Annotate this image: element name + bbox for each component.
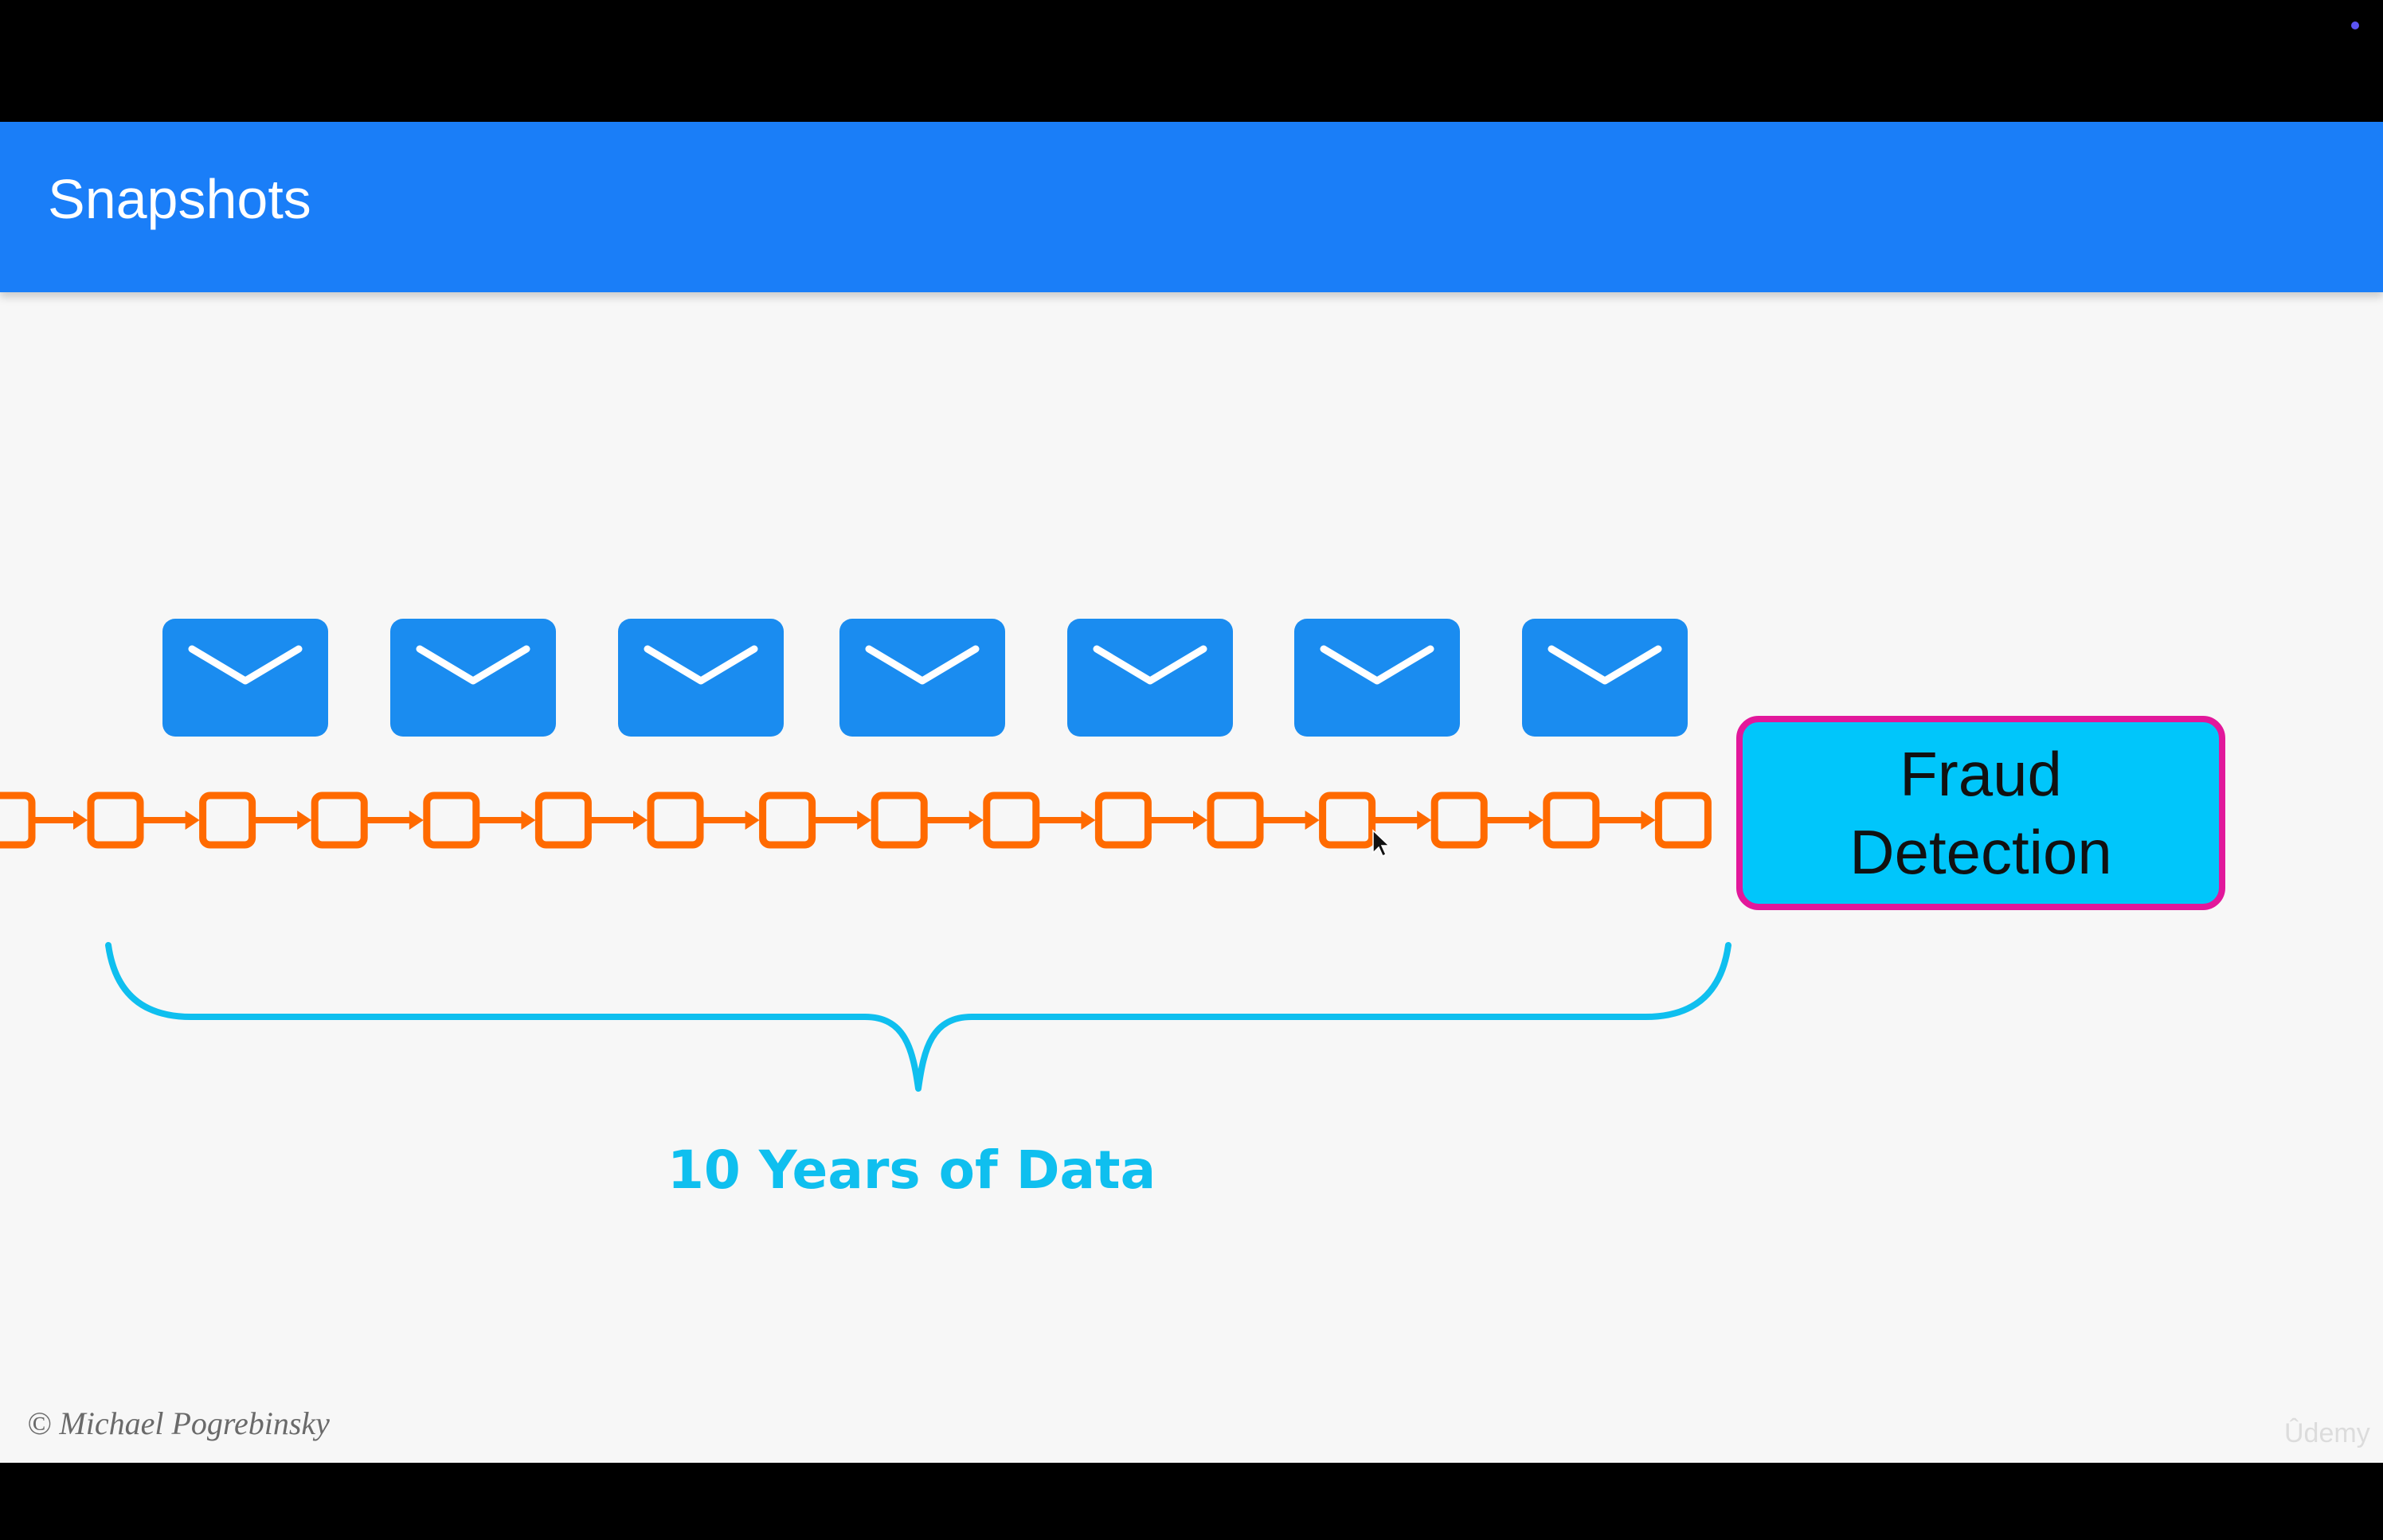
event-box-icon <box>534 791 592 849</box>
chain-arrowhead <box>73 811 88 830</box>
chain-arrowhead <box>745 811 760 830</box>
chain-arrowhead <box>1081 811 1096 830</box>
event-box-icon <box>0 791 36 849</box>
chain-arrowhead <box>1641 811 1656 830</box>
event-box-icon <box>983 791 1040 849</box>
event-box-icon <box>87 791 144 849</box>
event-box-icon <box>1319 791 1376 849</box>
event-box-icon <box>1543 791 1600 849</box>
event-box-icon <box>1207 791 1264 849</box>
chain-arrowhead <box>633 811 648 830</box>
envelope-icon <box>618 619 784 737</box>
event-box-icon <box>199 791 256 849</box>
chain-arrowhead <box>185 811 200 830</box>
event-box-icon <box>759 791 816 849</box>
fraud-detection-box: Fraud Detection <box>1736 716 2225 910</box>
chain-arrowhead <box>968 811 984 830</box>
envelope-icon <box>1067 619 1233 737</box>
envelope-icon <box>1522 619 1688 737</box>
chain-arrowhead <box>521 811 536 830</box>
brace-label: 10 Years of Data <box>667 1139 1156 1201</box>
chain-arrowhead <box>409 811 424 830</box>
envelope-icon <box>839 619 1005 737</box>
title-bar: Snapshots <box>0 122 2383 292</box>
envelope-icon <box>390 619 556 737</box>
curly-brace <box>105 942 1731 1092</box>
event-box-icon <box>311 791 368 849</box>
chain-arrowhead <box>1193 811 1207 830</box>
event-box-icon <box>423 791 480 849</box>
snapshot-diagram <box>0 619 1731 1092</box>
copyright-notice: © Michael Pogrebinsky <box>27 1405 330 1441</box>
message-icons <box>162 619 1688 737</box>
slide-title: Snapshots <box>48 168 311 230</box>
event-box-icon <box>647 791 704 849</box>
chain-arrowhead <box>1528 811 1544 830</box>
chain-arrowhead <box>1305 811 1320 830</box>
udemy-watermark: Ûdemy <box>2284 1418 2370 1448</box>
cursor-icon <box>1372 829 1391 858</box>
envelope-icon <box>1294 619 1460 737</box>
chain-arrowhead <box>297 811 312 830</box>
event-box-icon <box>871 791 928 849</box>
event-chain <box>0 791 1712 849</box>
envelope-icon <box>162 619 328 737</box>
chain-arrowhead <box>857 811 872 830</box>
chain-arrowhead <box>1417 811 1432 830</box>
status-indicator-dot <box>2351 21 2359 29</box>
event-box-icon <box>1094 791 1152 849</box>
fraud-detection-label: Fraud Detection <box>1849 739 2112 887</box>
slide: Snapshots Fraud Detection 10 Years of Da… <box>0 122 2383 1463</box>
event-box-icon <box>1654 791 1712 849</box>
event-box-icon <box>1430 791 1488 849</box>
